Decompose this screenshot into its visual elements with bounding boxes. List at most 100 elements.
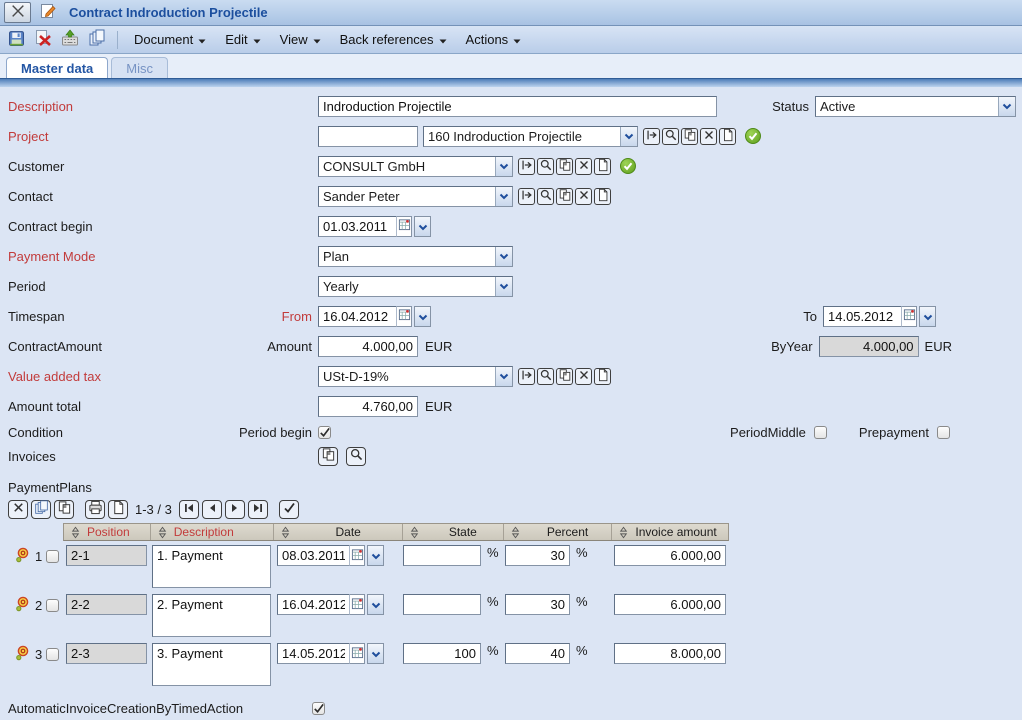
submit-button[interactable] [60, 30, 80, 50]
period-begin-checkbox[interactable] [318, 425, 331, 439]
percent-input[interactable] [505, 643, 570, 664]
plans-last-page-button[interactable] [247, 499, 268, 519]
plans-paste-button[interactable] [54, 499, 74, 519]
plans-new-button[interactable] [108, 499, 128, 519]
timespan-to-input[interactable] [823, 305, 901, 327]
payment-mode-select[interactable]: Plan [318, 245, 513, 267]
description-input[interactable] [318, 95, 717, 117]
timespan-from-input[interactable] [318, 305, 396, 327]
calendar-button[interactable] [349, 643, 365, 664]
invoice-amount-input[interactable] [614, 594, 726, 615]
customer-goto-button[interactable] [518, 157, 535, 175]
plans-first-page-button[interactable] [178, 499, 199, 519]
description-cell-input[interactable]: 2. Payment [152, 594, 271, 637]
sort-description-button[interactable] [154, 524, 171, 541]
project-goto-button[interactable] [643, 127, 660, 145]
sort-date-button[interactable] [277, 524, 294, 541]
amount-input[interactable] [318, 335, 418, 357]
project-code-input[interactable] [318, 125, 418, 147]
timespan-from-dropdown-button[interactable] [414, 305, 431, 327]
period-select[interactable]: Yearly [318, 275, 513, 297]
prepayment-checkbox[interactable] [937, 425, 950, 439]
project-search-button[interactable] [662, 127, 679, 145]
tab-misc[interactable]: Misc [111, 57, 168, 78]
project-paste-button[interactable] [681, 127, 698, 145]
invoices-search-button[interactable] [346, 446, 366, 466]
menu-edit[interactable]: Edit [219, 29, 266, 50]
vat-new-button[interactable] [594, 367, 611, 385]
sort-state-button[interactable] [406, 524, 423, 541]
vat-select[interactable]: USt-D-19% [318, 365, 513, 387]
save-button[interactable] [6, 30, 26, 50]
plans-next-page-button[interactable] [224, 499, 245, 519]
calendar-button[interactable] [349, 545, 365, 566]
period-middle-checkbox[interactable] [813, 425, 827, 439]
contact-goto-button[interactable] [518, 187, 535, 205]
description-cell-input[interactable]: 3. Payment [152, 643, 271, 686]
date-dropdown-button[interactable] [367, 643, 384, 664]
menu-back-references[interactable]: Back references [334, 29, 453, 50]
customer-paste-button[interactable] [556, 157, 573, 175]
date-input[interactable] [277, 545, 349, 566]
state-input[interactable] [403, 594, 481, 615]
status-select[interactable]: Active [815, 95, 1016, 117]
contact-select[interactable]: Sander Peter [318, 185, 513, 207]
row-select-checkbox[interactable] [46, 550, 60, 563]
project-clear-button[interactable] [700, 127, 717, 145]
plans-confirm-button[interactable] [278, 499, 299, 519]
record-icon[interactable] [15, 547, 31, 566]
percent-input[interactable] [505, 594, 570, 615]
timespan-from-calendar-button[interactable] [396, 305, 412, 327]
description-cell-input[interactable]: 1. Payment [152, 545, 271, 588]
invoices-paste-button[interactable] [318, 446, 338, 466]
sort-percent-button[interactable] [507, 524, 524, 541]
percent-input[interactable] [505, 545, 570, 566]
timespan-to-calendar-button[interactable] [901, 305, 917, 327]
state-input[interactable] [403, 643, 481, 664]
delete-button[interactable] [33, 30, 53, 50]
vat-paste-button[interactable] [556, 367, 573, 385]
amount-total-input[interactable] [318, 395, 418, 417]
customer-new-button[interactable] [594, 157, 611, 175]
copy-button[interactable] [87, 30, 107, 50]
row-select-checkbox[interactable] [46, 648, 60, 661]
menu-actions[interactable]: Actions [460, 29, 528, 50]
auto-invoice-checkbox[interactable] [312, 701, 325, 715]
sort-position-button[interactable] [67, 524, 84, 541]
vat-goto-button[interactable] [518, 367, 535, 385]
plans-copy-button[interactable] [31, 499, 51, 519]
contact-new-button[interactable] [594, 187, 611, 205]
invoice-amount-input[interactable] [614, 545, 726, 566]
state-input[interactable] [403, 545, 481, 566]
plans-delete-button[interactable] [8, 499, 28, 519]
vat-clear-button[interactable] [575, 367, 592, 385]
contact-search-button[interactable] [537, 187, 554, 205]
plans-print-button[interactable] [85, 499, 105, 519]
project-select[interactable]: 160 Indroduction Projectile [423, 125, 638, 147]
record-icon[interactable] [15, 596, 31, 615]
customer-select[interactable]: CONSULT GmbH [318, 155, 513, 177]
contract-begin-calendar-button[interactable] [396, 215, 412, 237]
menu-view[interactable]: View [274, 29, 327, 50]
contact-clear-button[interactable] [575, 187, 592, 205]
sort-invoice-amount-button[interactable] [615, 524, 632, 541]
menu-document[interactable]: Document [128, 29, 212, 50]
edit-document-button[interactable] [37, 2, 59, 23]
date-dropdown-button[interactable] [367, 594, 384, 615]
customer-clear-button[interactable] [575, 157, 592, 175]
timespan-to-dropdown-button[interactable] [919, 305, 936, 327]
calendar-button[interactable] [349, 594, 365, 615]
close-button[interactable] [4, 2, 31, 23]
customer-search-button[interactable] [537, 157, 554, 175]
date-input[interactable] [277, 643, 349, 664]
row-select-checkbox[interactable] [46, 599, 60, 612]
tab-master-data[interactable]: Master data [6, 57, 109, 78]
contract-begin-input[interactable] [318, 215, 396, 237]
vat-search-button[interactable] [537, 367, 554, 385]
record-icon[interactable] [15, 645, 31, 664]
project-new-button[interactable] [719, 127, 736, 145]
plans-prev-page-button[interactable] [201, 499, 222, 519]
contact-paste-button[interactable] [556, 187, 573, 205]
date-input[interactable] [277, 594, 349, 615]
contract-begin-dropdown-button[interactable] [414, 215, 431, 237]
